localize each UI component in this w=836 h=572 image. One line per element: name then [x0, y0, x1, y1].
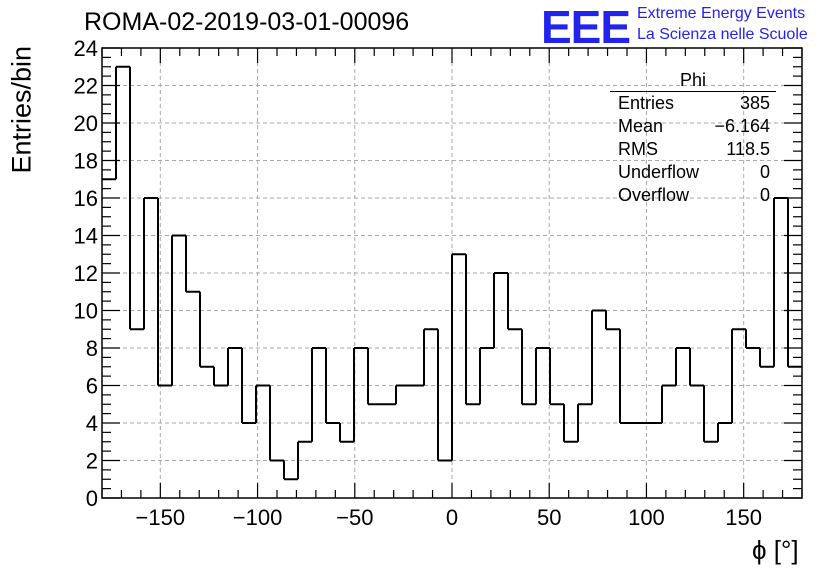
stat-row-underflow: Underflow 0 [618, 162, 770, 184]
stat-row-overflow: Overflow 0 [618, 185, 770, 207]
axis-ticks [101, 47, 803, 499]
stat-value: −6.164 [714, 116, 770, 136]
grid-lines [102, 48, 802, 498]
y-tick-label: 0 [86, 486, 98, 511]
y-tick-label: 6 [86, 374, 98, 399]
stats-divider [610, 91, 776, 92]
y-tick-label: 22 [74, 74, 98, 99]
stat-name: RMS [618, 139, 658, 159]
x-tick-label: −150 [136, 505, 186, 530]
eee-logo: EEE Extreme Energy Events La Scienza nel… [541, 1, 831, 53]
plot-title: ROMA-02-2019-03-01-00096 [84, 8, 410, 36]
y-tick-label: 10 [74, 299, 98, 324]
y-tick-label: 24 [74, 36, 98, 61]
stat-row-mean: Mean −6.164 [618, 116, 770, 138]
x-tick-label: −100 [233, 505, 283, 530]
y-tick-label: 20 [74, 111, 98, 136]
stats-box: Phi Entries 385 Mean −6.164 RMS 118.5 Un… [610, 70, 776, 208]
x-tick-label: 100 [628, 505, 665, 530]
stat-value: 118.5 [726, 139, 770, 159]
y-tick-label: 12 [74, 261, 98, 286]
y-tick-label: 16 [74, 186, 98, 211]
y-tick-label: 4 [86, 411, 98, 436]
y-tick-label: 8 [86, 336, 98, 361]
y-tick-label: 18 [74, 149, 98, 174]
y-tick-label: 14 [74, 224, 98, 249]
logo-letters: EEE [541, 1, 631, 53]
tick-labels: −150 −100 −50 0 50 100 15002468101214161820222… [74, 36, 763, 530]
stat-name: Underflow [618, 162, 700, 182]
x-tick-label: 150 [725, 505, 762, 530]
x-tick-label: −50 [336, 505, 373, 530]
stat-value: 0 [759, 162, 770, 182]
stat-row-entries: Entries 385 [618, 93, 770, 115]
x-tick-label: 50 [537, 505, 561, 530]
stat-row-rms: RMS 118.5 [618, 139, 770, 161]
stat-value: 385 [739, 93, 770, 113]
logo-text-line1: Extreme Energy Events [637, 5, 806, 22]
x-tick-label: 0 [446, 505, 458, 530]
stats-title: Phi [679, 70, 706, 90]
stat-name: Mean [618, 116, 664, 136]
stat-value: 0 [759, 185, 770, 205]
y-tick-label: 2 [86, 449, 98, 474]
x-axis-label: ϕ [°] [752, 535, 799, 565]
stat-name: Entries [618, 93, 675, 113]
logo-text-line2: La Scienza nelle Scuole [637, 26, 808, 43]
stat-name: Overflow [618, 185, 690, 205]
